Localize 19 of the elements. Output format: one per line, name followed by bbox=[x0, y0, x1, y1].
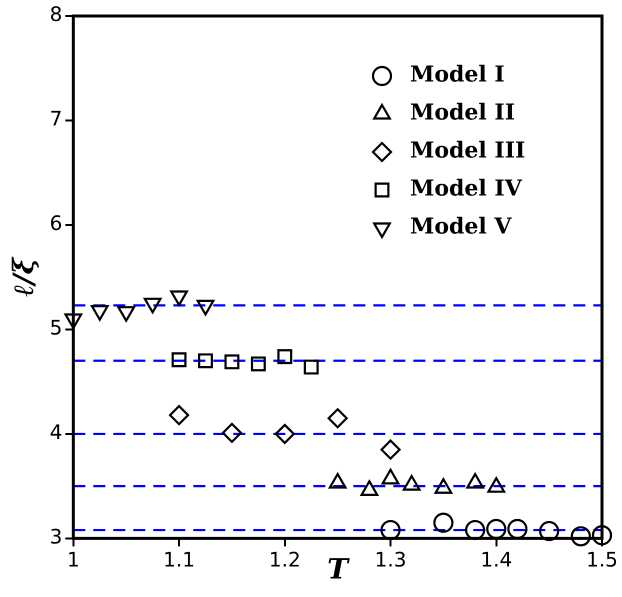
x-tick-label: 1.3 bbox=[374, 548, 406, 572]
y-tick-label: 3 bbox=[50, 524, 62, 549]
legend-label: Model II bbox=[410, 100, 516, 126]
y-tick-label: 5 bbox=[50, 316, 62, 340]
x-tick-label: 1 bbox=[66, 548, 80, 572]
legend-label: Model V bbox=[410, 214, 512, 240]
legend-label: Model I bbox=[410, 62, 505, 88]
y-tick-label: 6 bbox=[50, 211, 62, 236]
x-axis-title: T bbox=[327, 552, 350, 586]
y-tick-label: 8 bbox=[50, 2, 62, 26]
y-tick-label: 4 bbox=[50, 420, 62, 444]
x-tick-label: 1.1 bbox=[163, 548, 195, 572]
legend-label: Model IV bbox=[410, 176, 523, 202]
x-tick-label: 1.2 bbox=[268, 548, 301, 572]
legend-label: Model III bbox=[410, 138, 526, 164]
y-tick-label: 7 bbox=[50, 106, 62, 131]
y-axis-title: ℓ/ξ bbox=[7, 256, 40, 297]
x-tick-label: 1.5 bbox=[586, 548, 618, 572]
x-tick-label: 1.4 bbox=[480, 548, 512, 572]
